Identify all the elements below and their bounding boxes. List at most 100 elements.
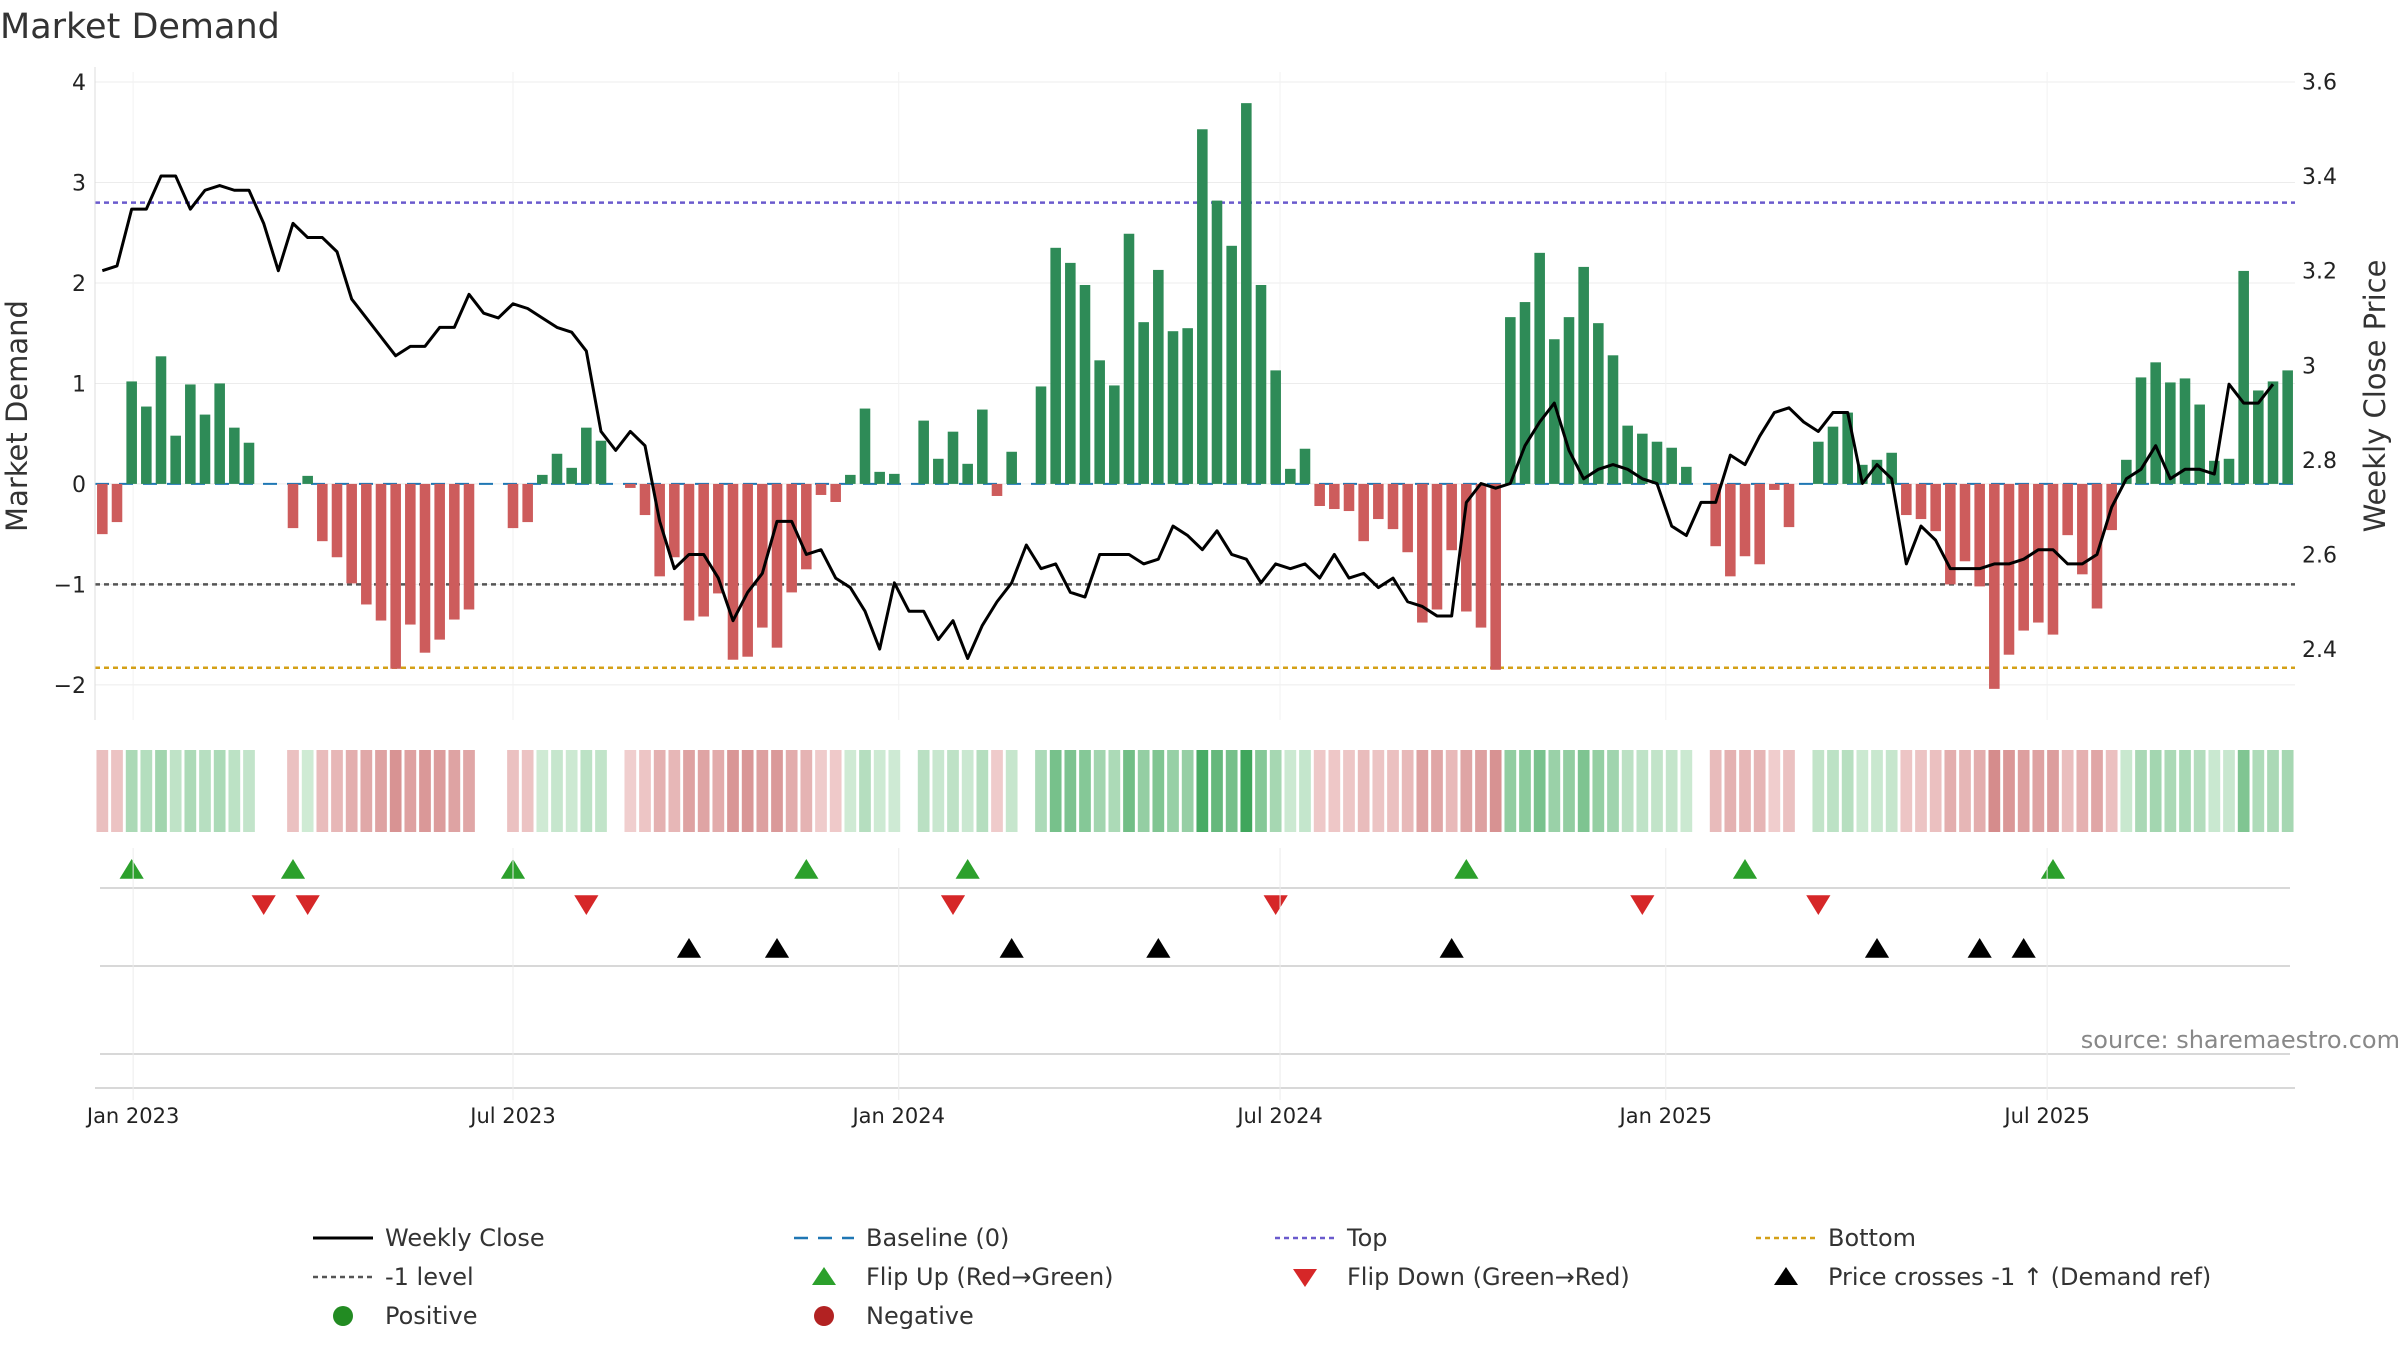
demand-bar-positive bbox=[2135, 377, 2147, 484]
demand-bar-positive bbox=[845, 474, 856, 484]
demand-bar-negative bbox=[522, 483, 533, 523]
legend-label: Positive bbox=[385, 1302, 478, 1330]
heat-cell bbox=[1797, 750, 1810, 832]
demand-bar-negative bbox=[669, 483, 680, 558]
demand-bar-positive bbox=[1666, 447, 1677, 484]
legend-swatch-triangle-up bbox=[812, 1267, 836, 1285]
demand-bar-positive bbox=[1505, 317, 1516, 484]
heat-cell bbox=[1827, 750, 1839, 832]
heat-cell bbox=[389, 750, 402, 832]
heat-cell bbox=[1137, 750, 1150, 832]
heat-cell bbox=[1533, 750, 1546, 832]
demand-bar-negative bbox=[390, 483, 401, 669]
demand-bar-negative bbox=[713, 483, 724, 594]
x-tick-label: Jul 2023 bbox=[468, 1104, 555, 1128]
demand-bar-positive bbox=[1006, 451, 1017, 484]
legend-label: Bottom bbox=[1828, 1224, 1916, 1252]
price-series bbox=[101, 174, 2275, 661]
demand-bar-negative bbox=[375, 483, 387, 621]
heat-cell bbox=[2149, 750, 2162, 832]
demand-bar-negative bbox=[1446, 483, 1457, 551]
demand-bars bbox=[97, 103, 2293, 689]
demand-bar-negative bbox=[111, 483, 123, 523]
demand-bar-negative bbox=[1329, 483, 1340, 510]
demand-bar-positive bbox=[229, 427, 240, 484]
demand-bar-negative bbox=[331, 483, 343, 558]
demand-bar-positive bbox=[1299, 448, 1311, 484]
demand-bar-negative bbox=[1783, 483, 1795, 528]
heat-cell bbox=[521, 750, 534, 832]
heat-cell bbox=[507, 750, 519, 832]
demand-bar-negative bbox=[1930, 483, 1941, 532]
heat-cell bbox=[932, 750, 945, 832]
heat-cell bbox=[815, 750, 827, 832]
heat-cell bbox=[1445, 750, 1458, 832]
heat-cell bbox=[1416, 750, 1429, 832]
heat-cell bbox=[331, 750, 343, 832]
demand-bar-positive bbox=[1079, 284, 1091, 484]
demand-bar-positive bbox=[1226, 245, 1237, 484]
heat-cell bbox=[1621, 750, 1634, 832]
demand-bar-positive bbox=[1138, 322, 1149, 484]
demand-bar-positive bbox=[243, 442, 255, 484]
heat-cell bbox=[756, 750, 769, 832]
demand-bar-negative bbox=[786, 483, 797, 593]
heat-cell bbox=[2252, 750, 2265, 832]
heat-cell bbox=[1299, 750, 1311, 832]
demand-bar-positive bbox=[1842, 412, 1853, 484]
demand-bar-positive bbox=[199, 414, 211, 484]
demand-bar-negative bbox=[1710, 483, 1721, 547]
heat-cell bbox=[2223, 750, 2235, 832]
demand-bar-negative bbox=[2091, 483, 2103, 609]
flip-up-marker bbox=[280, 859, 306, 879]
price-cross-marker bbox=[1864, 938, 1890, 958]
demand-bar-negative bbox=[1417, 483, 1428, 623]
heat-cell bbox=[712, 750, 725, 832]
reference-lines bbox=[95, 201, 2295, 670]
demand-bar-negative bbox=[1945, 483, 1956, 585]
legend-item: Weekly Close bbox=[313, 1224, 545, 1252]
heat-cell bbox=[199, 750, 211, 832]
demand-bar-positive bbox=[2150, 362, 2161, 484]
chart-title: Market Demand bbox=[0, 7, 280, 47]
demand-bar-negative bbox=[2003, 483, 2015, 655]
legend-item: Positive bbox=[333, 1302, 478, 1330]
demand-bar-positive bbox=[1285, 468, 1296, 484]
demand-bar-negative bbox=[1343, 483, 1355, 512]
heat-cell bbox=[668, 750, 681, 832]
heat-cell bbox=[1460, 750, 1473, 832]
demand-bar-negative bbox=[317, 483, 328, 542]
heat-cell bbox=[301, 750, 314, 832]
demand-bar-positive bbox=[2165, 382, 2176, 484]
demand-bar-positive bbox=[1651, 441, 1663, 484]
y-left-axis-label: Market Demand bbox=[0, 300, 34, 532]
heat-cell bbox=[243, 750, 255, 832]
y-right-tick-label: 3 bbox=[2302, 354, 2316, 379]
heat-cell bbox=[1841, 750, 1854, 832]
demand-bar-negative bbox=[742, 483, 753, 657]
demand-bar-negative bbox=[654, 483, 665, 577]
y-left-tick-label: 2 bbox=[72, 272, 86, 297]
heat-cell bbox=[1607, 750, 1619, 832]
demand-bar-positive bbox=[566, 467, 577, 484]
demand-bar-positive bbox=[1167, 331, 1179, 484]
demand-bar-positive bbox=[1622, 425, 1633, 484]
demand-bar-positive bbox=[1050, 247, 1061, 484]
heat-cell bbox=[1035, 750, 1047, 832]
demand-bar-negative bbox=[1402, 483, 1413, 553]
y-left-tick-label: 3 bbox=[72, 172, 86, 197]
flip-down-marker bbox=[940, 895, 966, 915]
heat-cell bbox=[1211, 750, 1223, 832]
heat-cell bbox=[727, 750, 739, 832]
heat-cell bbox=[1372, 750, 1385, 832]
demand-bar-negative bbox=[2018, 483, 2029, 631]
heat-cell bbox=[1313, 750, 1326, 832]
demand-bar-negative bbox=[1490, 483, 1501, 670]
demand-bar-positive bbox=[859, 408, 871, 484]
heat-cell bbox=[609, 750, 622, 832]
demand-bar-positive bbox=[1827, 426, 1839, 484]
demand-bar-positive bbox=[889, 473, 900, 484]
heat-cell bbox=[1049, 750, 1062, 832]
demand-bar-positive bbox=[1065, 262, 1076, 484]
heat-cell bbox=[2047, 750, 2059, 832]
